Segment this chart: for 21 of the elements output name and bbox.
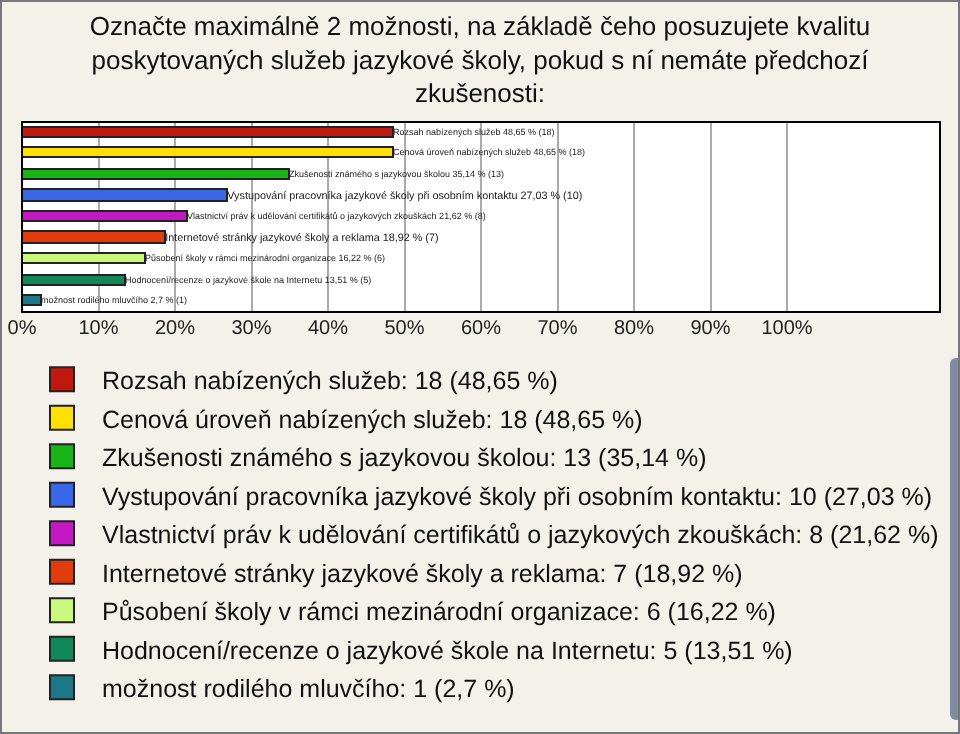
x-tick-label: 50%	[384, 318, 425, 340]
legend-label: Hodnocení/recenze o jazykové škole na Internetu: 5 (13,51 %)	[102, 636, 793, 665]
x-tick-label: 40%	[307, 318, 349, 340]
x-tick-label: 60%	[460, 318, 502, 340]
x-tick-label: 10%	[78, 318, 119, 340]
x-tick-label: 90%	[690, 318, 731, 340]
legend-label: Internetové stránky jazykové školy a reklama: 7 (18,92 %)	[102, 559, 743, 588]
x-tick-label: 100%	[761, 318, 813, 340]
x-tick-label: 80%	[613, 318, 655, 340]
legend-label: Zkušenosti známého s jazykovou školou: 13 (35,14 %)	[102, 444, 707, 472]
legend-label: Rozsah nabízených služeb: 18 (48,65 %)	[102, 367, 558, 395]
legend-label: Působení školy v rámci mezinárodní organizace: 6 (16,22 %)	[102, 598, 776, 626]
x-tick-label: 0%	[7, 318, 37, 340]
legend-label: Cenová úroveň nabízených služeb: 18 (48,65 %)	[102, 405, 643, 434]
legend-label: Vlastnictví práv k udělování certifikátů o jazykových zkouškách: 8 (21,62 %)	[102, 521, 939, 549]
x-tick-label: 30%	[231, 318, 272, 340]
chart-title: Označte maximálně 2 možnosti, na základě čeho posuzujete kvalitu poskytovaných služeb jazykové školy, pokud s ní nemáte předchozí zkušenosti:	[89, 10, 871, 109]
legend-label: možnost rodilého mluvčího: 1 (2,7 %)	[102, 675, 515, 703]
x-tick-label: 70%	[537, 318, 578, 340]
x-tick-label: 20%	[154, 318, 196, 340]
legend-label: Vystupování pracovníka jazykové školy při osobním kontaktu: 10 (27,03 %)	[102, 482, 933, 511]
